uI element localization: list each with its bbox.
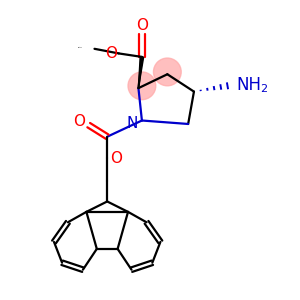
Polygon shape [138,57,144,88]
Text: O: O [110,151,122,166]
Text: methyl: methyl [78,46,83,48]
Circle shape [128,72,156,100]
Text: O: O [74,114,86,129]
Text: O: O [105,46,117,61]
Text: N: N [127,116,138,131]
Text: O: O [136,18,148,33]
Text: 2: 2 [260,84,267,94]
Circle shape [154,58,181,86]
Text: NH: NH [237,76,262,94]
